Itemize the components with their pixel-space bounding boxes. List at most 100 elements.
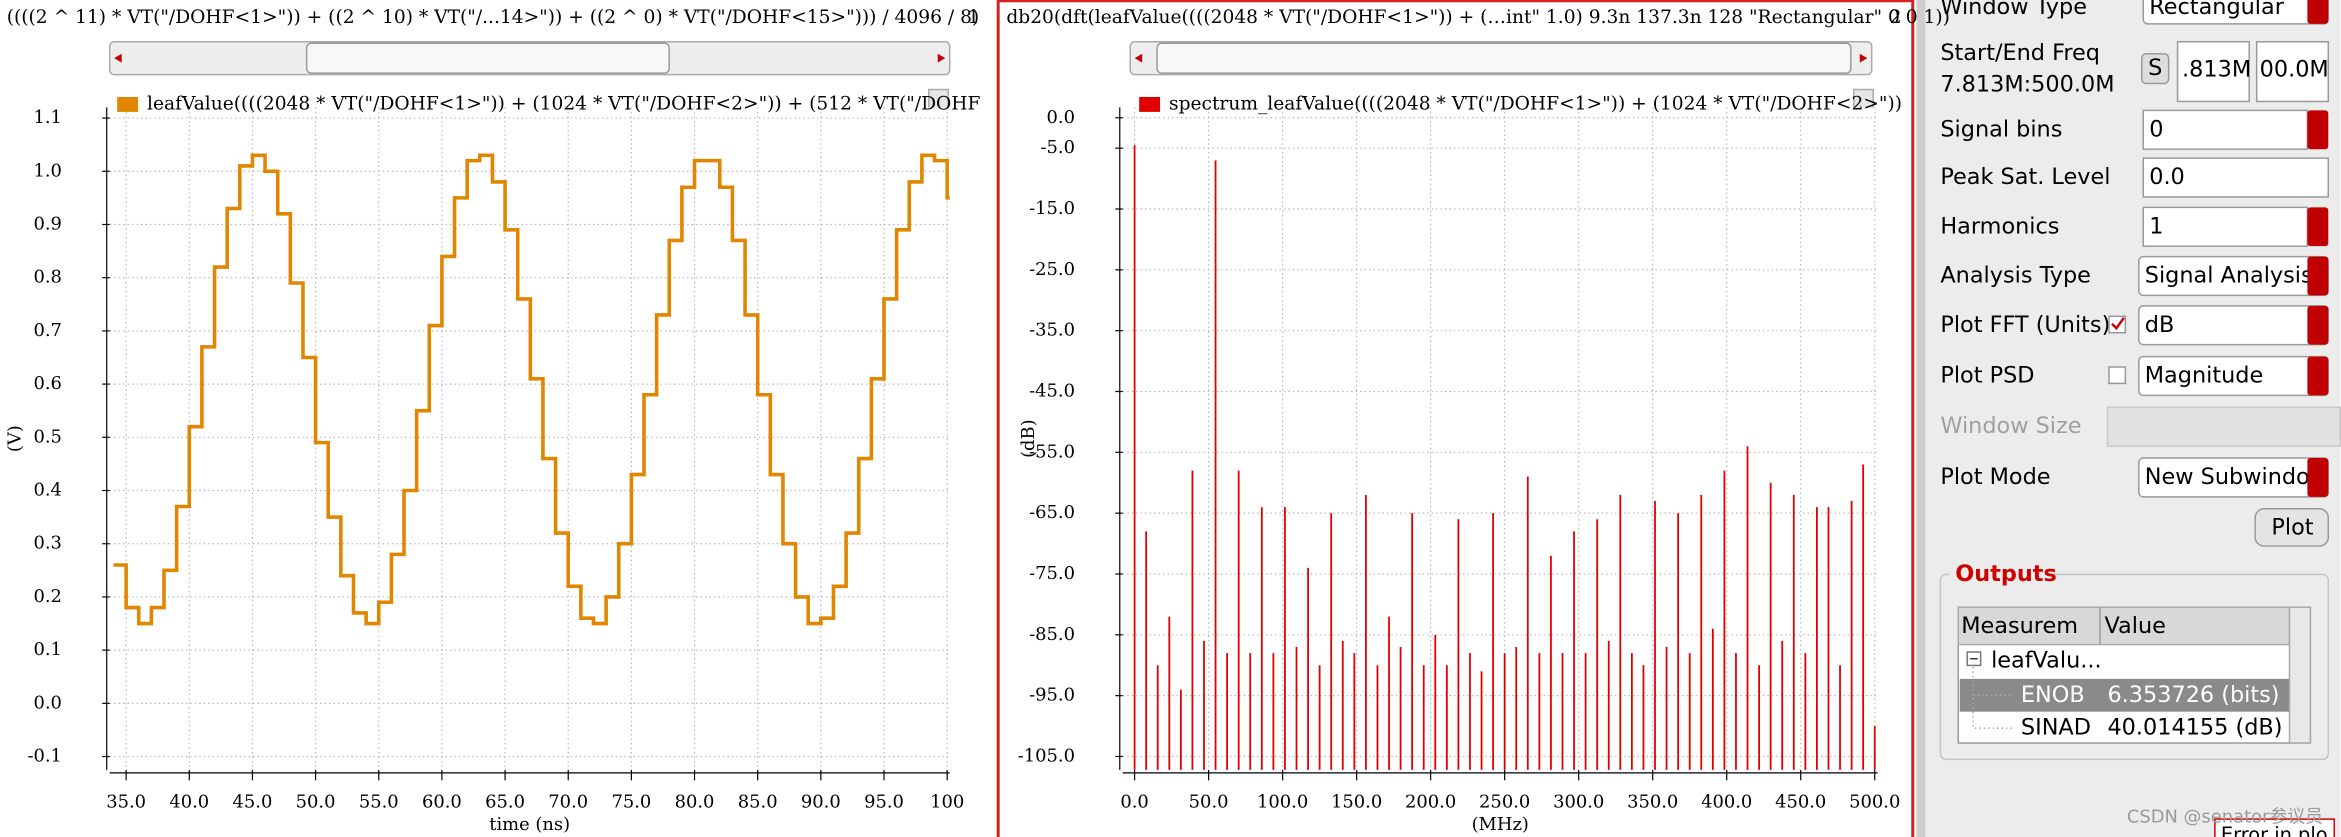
dropdown-arrow[interactable]	[2307, 356, 2329, 396]
x-tick-label: 50.0	[1189, 792, 1229, 813]
x-tick-label: 45.0	[233, 792, 273, 813]
spinbox[interactable]	[2142, 109, 2309, 150]
y-tick-label: -45.0	[1029, 380, 1075, 401]
table-scrollbar[interactable]	[2288, 606, 2312, 744]
selected-row[interactable]	[1959, 678, 2290, 712]
y-tick-label: 1.1	[34, 107, 62, 128]
y-tick-label: 0.6	[34, 373, 62, 394]
legend-label: leafValue((((2048 * VT("/DOHF<1>")) + (1…	[147, 93, 981, 114]
x-tick-label: 75.0	[611, 792, 651, 813]
input-disabled	[2106, 406, 2341, 447]
x-tick-label: 85.0	[738, 792, 778, 813]
checkbox[interactable]	[2108, 366, 2127, 385]
y-tick-label: 0.0	[34, 692, 62, 713]
column-header[interactable]: Value	[2104, 613, 2165, 639]
y-tick-label: -105.0	[1018, 745, 1075, 766]
spinbox[interactable]	[2142, 206, 2309, 247]
label: Plot FFT (Units)	[1940, 312, 2110, 338]
x-tick-label: 150.0	[1331, 792, 1382, 813]
x-tick-label: 250.0	[1479, 792, 1530, 813]
y-tick-label: -0.1	[27, 746, 62, 767]
x-tick-label: 0.0	[1120, 792, 1148, 813]
row-name: ENOB	[2021, 682, 2085, 708]
button[interactable]	[2141, 52, 2170, 85]
spin-arrows[interactable]	[2307, 207, 2329, 247]
y-tick-label: -5.0	[1041, 137, 1076, 158]
x-tick-label: 40.0	[169, 792, 209, 813]
group-title-bg	[1949, 560, 2054, 588]
dropdown-arrow[interactable]	[2307, 305, 2329, 345]
dropdown-value: Signal Analysis	[2145, 263, 2313, 289]
splitter	[1916, 0, 1926, 837]
input-value: 0.0	[2149, 164, 2185, 190]
plot-button[interactable]	[2254, 508, 2330, 547]
chart-title: ((((2 ^ 11) * VT("/DOHF<1>")) + ((2 ^ 10…	[7, 7, 979, 28]
label: 7.813M:500.0M	[1940, 72, 2114, 98]
dropdown-arrow[interactable]	[2307, 256, 2329, 296]
label: Window Type	[1940, 0, 2087, 20]
right-scrollbar[interactable]	[1129, 41, 1873, 76]
y-tick-label: 0.0	[1047, 107, 1075, 128]
checkmark	[2111, 317, 2125, 331]
y-tick-label: 0.7	[34, 320, 62, 341]
x-tick-label: 80.0	[675, 792, 715, 813]
dropdown-arrow[interactable]	[2307, 0, 2329, 24]
row-name[interactable]: SINAD	[2021, 715, 2091, 741]
input[interactable]	[2142, 157, 2330, 198]
label: Harmonics	[1940, 213, 2059, 239]
x-tick-label: 50.0	[296, 792, 336, 813]
chart-title: db20(dft(leafValue((((2048 * VT("/DOHF<1…	[1006, 7, 1950, 28]
x-tick-label: 70.0	[548, 792, 588, 813]
subwindow-number: 1	[968, 7, 980, 28]
dropdown-value: dB	[2145, 312, 2175, 338]
y-axis-label: (dB)	[1018, 419, 1039, 458]
input-value: .813M	[2182, 57, 2251, 83]
label: Plot PSD	[1940, 362, 2034, 388]
subwindow-number: 2	[1890, 7, 1902, 28]
column-header[interactable]: Measurem	[1961, 613, 2078, 639]
active-pane-frame	[996, 0, 1915, 837]
y-tick-label: -55.0	[1029, 441, 1075, 462]
dropdown-arrow[interactable]	[2307, 458, 2329, 497]
x-tick-label: 95.0	[864, 792, 904, 813]
x-tick-label: 500.0	[1849, 792, 1900, 813]
y-tick-label: -95.0	[1029, 685, 1075, 706]
x-tick-label: 200.0	[1405, 792, 1456, 813]
x-tick-label: 300.0	[1553, 792, 1604, 813]
y-tick-label: 0.3	[34, 533, 62, 554]
y-tick-label: -25.0	[1029, 259, 1075, 280]
label: Peak Sat. Level	[1940, 164, 2110, 190]
error-text: Error in plo	[2221, 823, 2328, 837]
x-tick-label: 400.0	[1701, 792, 1752, 813]
legend-label: spectrum_leafValue((((2048 * VT("/DOHF<1…	[1169, 93, 1902, 114]
spin-arrows[interactable]	[2307, 110, 2329, 150]
input[interactable]	[2176, 41, 2250, 103]
tree-lines	[1972, 666, 2012, 729]
row-value: 6.353726 (bits)	[2107, 682, 2279, 708]
x-tick-label: 350.0	[1627, 792, 1678, 813]
analysis-panel: Window Type Rectangular Start/End Freq 7…	[1916, 0, 2341, 837]
label: Start/End Freq	[1940, 40, 2100, 66]
input-value: 00.0M	[2260, 57, 2329, 83]
button-label: Plot	[2271, 515, 2313, 541]
y-axis-label: (V)	[5, 425, 26, 452]
label: Analysis Type	[1940, 263, 2091, 289]
tree-parent[interactable]: leafValu...	[1991, 647, 2102, 673]
row-value[interactable]: 40.014155 (dB)	[2107, 715, 2282, 741]
y-tick-label: 0.2	[34, 586, 62, 607]
plot-area	[109, 107, 950, 770]
button-label: S	[2148, 55, 2162, 81]
x-axis-label: (MHz)	[1472, 814, 1529, 835]
y-tick-label: -65.0	[1029, 502, 1075, 523]
x-tick-label: 60.0	[422, 792, 462, 813]
left-scrollbar[interactable]	[108, 41, 951, 76]
y-tick-label: 0.5	[34, 426, 62, 447]
outputs-group	[1939, 573, 2330, 761]
input[interactable]	[2255, 41, 2330, 103]
chart: ((((2 ^ 11) * VT("/DOHF<1>")) + ((2 ^ 10…	[5, 7, 981, 835]
watermark: CSDN @senator参议员	[2127, 807, 2323, 828]
dropdown-value: Rectangular	[2149, 0, 2284, 20]
group-title: Outputs	[1955, 561, 2057, 587]
x-tick-label: 100	[930, 792, 964, 813]
